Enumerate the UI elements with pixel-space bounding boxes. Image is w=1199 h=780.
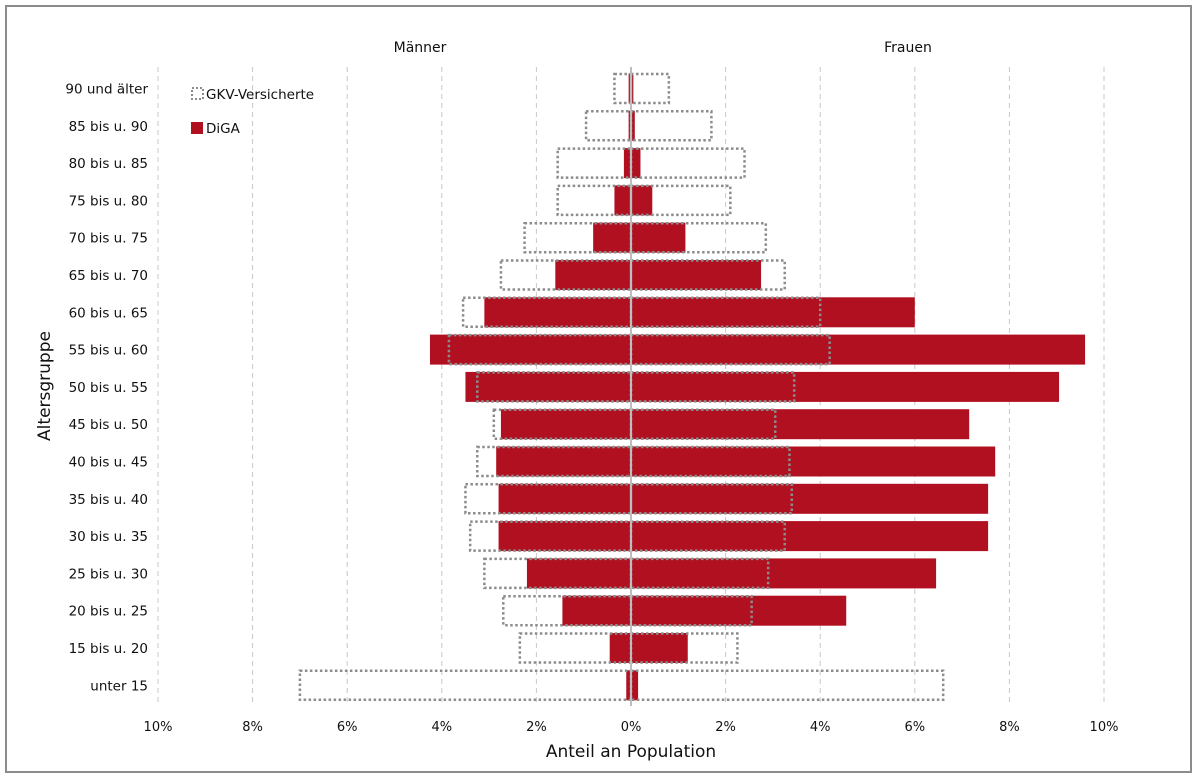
bar-gkv-frauen xyxy=(629,594,753,627)
category-label: 45 bis u. 50 xyxy=(69,417,148,433)
bar-diga-maenner xyxy=(628,110,631,141)
category-label: 35 bis u. 40 xyxy=(69,492,148,508)
bar-diga-maenner xyxy=(626,670,631,701)
heading-frauen: Frauen xyxy=(884,40,932,56)
legend: GKV-Versicherte DiGA xyxy=(191,87,314,137)
bar-diga-frauen xyxy=(631,595,847,626)
bar-gkv-frauen xyxy=(629,110,713,142)
bar-diga-frauen xyxy=(631,446,996,477)
bar-gkv-maenner xyxy=(499,259,633,291)
bar-diga-maenner xyxy=(429,334,631,365)
legend-label-diga: DiGA xyxy=(206,121,241,137)
bar-diga-frauen xyxy=(631,222,686,253)
x-axis-title: Anteil an Population xyxy=(546,742,716,762)
bar-diga-frauen xyxy=(631,409,970,440)
x-tick-label: 8% xyxy=(999,720,1020,735)
x-tick-label: 10% xyxy=(1090,720,1119,735)
category-label: 85 bis u. 90 xyxy=(69,119,148,135)
category-label: unter 15 xyxy=(90,678,148,694)
category-label: 15 bis u. 20 xyxy=(69,641,148,657)
x-tick-label: 6% xyxy=(337,720,358,735)
bar-gkv-maenner xyxy=(476,371,633,403)
bar-diga-frauen xyxy=(631,185,653,216)
legend-swatch-diga xyxy=(191,122,203,134)
category-label: 50 bis u. 55 xyxy=(69,380,148,396)
bar-diga-maenner xyxy=(498,521,631,552)
bar-gkv-maenner xyxy=(584,110,633,142)
x-tick-label: 4% xyxy=(810,720,831,735)
bar-diga-frauen xyxy=(631,297,915,328)
category-label: 55 bis u. 60 xyxy=(69,343,148,359)
bar-diga-frauen xyxy=(631,334,1086,365)
x-tick-label: 6% xyxy=(904,720,925,735)
bar-gkv-frauen xyxy=(629,669,945,702)
x-tick-label: 2% xyxy=(715,720,736,735)
category-label: 40 bis u. 45 xyxy=(69,455,148,471)
category-labels: 90 und älter 85 bis u. 90 80 bis u. 85 75 b… xyxy=(65,82,148,695)
bar-diga-maenner xyxy=(562,595,631,626)
bar-diga-maenner xyxy=(484,297,631,328)
y-axis-title: Altersgruppe xyxy=(35,331,55,441)
bar-diga-frauen xyxy=(631,260,762,290)
bar-gkv-maenner xyxy=(556,147,633,179)
x-tick-labels: 10% 8% 6% 4% 2% 0% 2% 4% 6% 8% 10% xyxy=(144,720,1119,735)
bar-diga-maenner xyxy=(526,558,631,589)
bar-diga-frauen xyxy=(631,371,1060,402)
bar-gkv-maenner xyxy=(556,184,633,217)
category-label: 60 bis u. 65 xyxy=(69,305,148,321)
bar-diga-maenner xyxy=(465,371,631,402)
bar-diga-frauen xyxy=(631,148,641,179)
bar-gkv-maenner xyxy=(613,72,633,105)
category-label: 65 bis u. 70 xyxy=(69,268,148,284)
category-label: 90 und älter xyxy=(65,82,148,98)
x-tick-label: 4% xyxy=(431,720,452,735)
bar-diga-frauen xyxy=(631,670,639,701)
bar-gkv-frauen xyxy=(629,557,770,590)
bar-diga-maenner xyxy=(496,446,631,477)
bar-gkv-maenner xyxy=(476,445,633,478)
x-tick-label: 8% xyxy=(242,720,263,735)
bar-gkv-frauen xyxy=(629,72,671,105)
legend-label-gkv: GKV-Versicherte xyxy=(206,87,314,103)
bar-gkv-frauen xyxy=(629,371,796,403)
bar-diga-frauen xyxy=(631,521,989,552)
bars-layer xyxy=(298,67,1086,706)
category-label: 80 bis u. 85 xyxy=(69,156,148,172)
bar-diga-maenner xyxy=(614,185,631,216)
bar-diga-maenner xyxy=(609,633,631,663)
bar-diga-maenner xyxy=(623,148,631,179)
bar-diga-maenner xyxy=(593,222,631,253)
category-label: 25 bis u. 30 xyxy=(69,566,148,582)
category-label: 70 bis u. 75 xyxy=(69,231,148,247)
bar-gkv-maenner xyxy=(298,669,633,702)
x-tick-label: 10% xyxy=(144,720,173,735)
category-label: 20 bis u. 25 xyxy=(69,604,148,620)
x-tick-label: 0% xyxy=(621,720,642,735)
bar-diga-maenner xyxy=(500,409,631,440)
x-tick-label: 2% xyxy=(526,720,547,735)
bar-gkv-frauen xyxy=(629,147,746,179)
category-label: 30 bis u. 35 xyxy=(69,529,148,545)
bar-diga-maenner xyxy=(555,260,631,290)
heading-maenner: Männer xyxy=(394,40,447,56)
bar-diga-frauen xyxy=(631,558,937,589)
category-label: 75 bis u. 80 xyxy=(69,193,148,209)
bar-diga-maenner xyxy=(498,483,631,514)
bar-diga-frauen xyxy=(631,110,635,141)
bar-diga-frauen xyxy=(631,483,989,514)
bar-gkv-frauen xyxy=(629,221,768,254)
bar-diga-frauen xyxy=(631,633,688,663)
legend-swatch-gkv xyxy=(191,87,204,100)
